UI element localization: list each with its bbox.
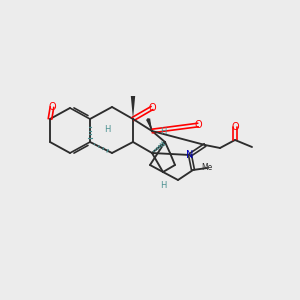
Text: Me: Me <box>201 164 213 172</box>
Text: H: H <box>160 181 166 190</box>
Text: H: H <box>104 125 110 134</box>
Text: O: O <box>148 103 156 113</box>
Polygon shape <box>146 118 152 131</box>
Text: H: H <box>160 127 166 136</box>
Polygon shape <box>131 96 135 119</box>
Text: N: N <box>186 150 194 160</box>
Text: O: O <box>194 120 202 130</box>
Text: O: O <box>48 102 56 112</box>
Text: O: O <box>231 122 239 132</box>
